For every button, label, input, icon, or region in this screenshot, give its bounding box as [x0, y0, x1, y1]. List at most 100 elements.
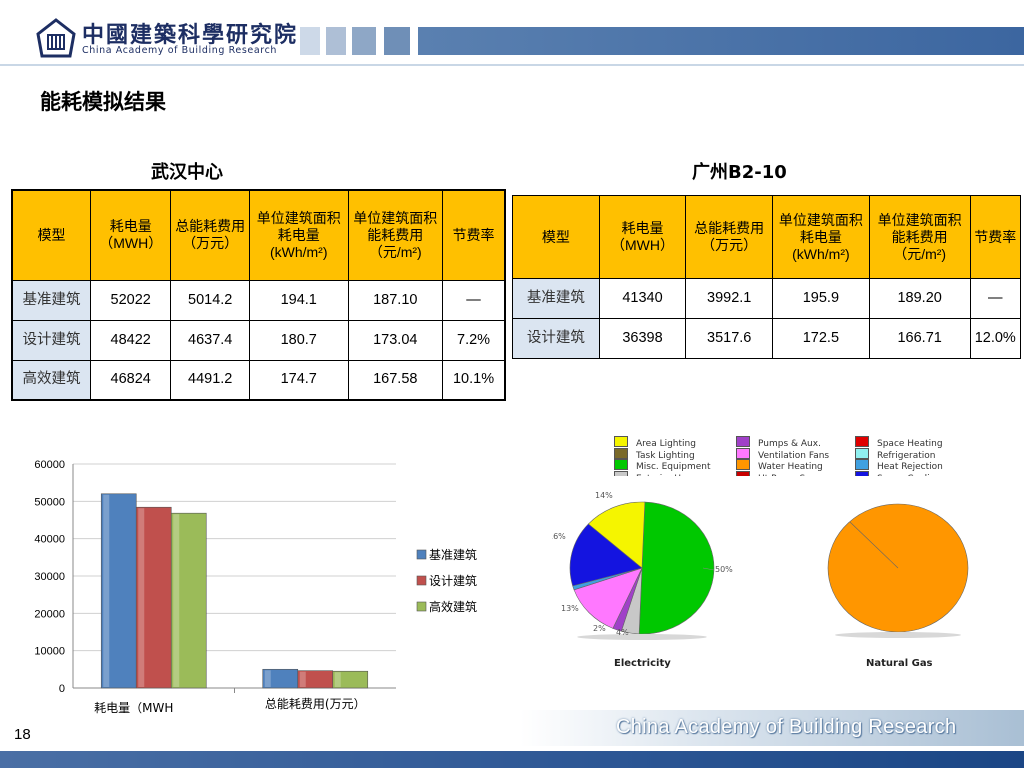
- pie-slice: [638, 501, 715, 635]
- legend-label: 基准建筑: [429, 547, 477, 562]
- header-divider: [0, 64, 1024, 66]
- cell-cost: 3517.6: [685, 318, 774, 359]
- cell-cost: 4637.4: [170, 319, 250, 361]
- pie-percent-label: 50%: [715, 565, 733, 574]
- pie-legend-item: Ventilation Fans: [736, 447, 830, 462]
- column-header: 单位建筑面积耗电量(kWh/m²): [772, 195, 870, 279]
- pie-legend-item: Heat Rejection: [855, 459, 943, 473]
- footer-org-name: China Academy of Building Research: [616, 716, 957, 738]
- column-header: 单位建筑面积能耗费用（元/m²): [347, 189, 444, 281]
- cell-saving: —: [442, 279, 506, 321]
- legend-swatch: [855, 459, 869, 470]
- legend-swatch: [614, 470, 628, 476]
- column-header: 耗电量（MWH）: [598, 195, 687, 279]
- column-header: 单位建筑面积耗电量(kWh/m²): [248, 189, 349, 281]
- legend-swatch: [855, 470, 869, 476]
- pie-legend-item: Area Lighting: [614, 436, 696, 450]
- legend-label: 设计建筑: [429, 573, 477, 588]
- bar: [135, 506, 172, 689]
- legend-swatch: [855, 447, 869, 459]
- legend-label: Ventilation Fans: [758, 450, 830, 461]
- y-tick-label: 40000: [34, 534, 65, 546]
- pie-percent-label: 4%: [616, 628, 629, 637]
- bar-highlight: [334, 672, 341, 687]
- cell-elec-per-area: 195.9: [772, 278, 870, 319]
- page-number: 18: [14, 726, 31, 743]
- bar: [100, 493, 137, 689]
- legend-label: Space Cooling: [877, 474, 941, 477]
- cell-model: 基准建筑: [512, 278, 600, 319]
- cell-cost: 4491.2: [170, 359, 250, 401]
- org-name-cn: 中國建築科學研究院: [82, 22, 299, 48]
- legend-label: 高效建筑: [429, 599, 477, 614]
- legend-swatch: [855, 436, 869, 447]
- cell-model: 高效建筑: [11, 359, 91, 401]
- pie-legend-item: Ht Pump Supp.: [736, 470, 825, 477]
- cell-cost-per-area: 173.04: [347, 319, 444, 361]
- pie-legend-item: Refrigeration: [855, 447, 936, 462]
- pie-charts: 14% 16% 50% 13% 2% 4% Electricity Natural Gas: [552, 491, 969, 669]
- legend-label: Exterior Usage: [636, 474, 702, 477]
- legend-swatch: [614, 447, 628, 459]
- pie-shadow: [577, 634, 707, 640]
- legend-label: Heat Rejection: [877, 462, 943, 472]
- pie-title-natural-gas: Natural Gas: [866, 658, 933, 669]
- cell-saving: 10.1%: [442, 359, 506, 401]
- table-caption-wuhan: 武汉中心: [151, 162, 223, 183]
- legend-swatch: [614, 436, 628, 447]
- cell-cost-per-area: 189.20: [868, 278, 971, 319]
- bar-highlight: [299, 671, 306, 687]
- legend-label: Ht Pump Supp.: [758, 474, 825, 477]
- pie-legend-item: Space Cooling: [855, 470, 941, 477]
- legend-swatch: [614, 459, 628, 470]
- org-name-en: China Academy of Building Research: [82, 45, 278, 56]
- table-caption-guangzhou: 广州B2-10: [692, 162, 787, 183]
- cell-model: 基准建筑: [11, 279, 91, 321]
- cell-elec-per-area: 174.7: [248, 359, 349, 401]
- pie-legend-item: Space Heating: [855, 436, 943, 450]
- cell-saving: 12.0%: [969, 318, 1022, 359]
- page-title: 能耗模拟结果: [40, 90, 166, 114]
- legend-swatch: [736, 436, 750, 447]
- label-leader: [702, 567, 715, 571]
- column-header: 节费率: [969, 195, 1022, 279]
- cell-model: 设计建筑: [512, 318, 600, 359]
- column-header: 总能耗费用（万元）: [170, 189, 250, 281]
- cell-electricity: 46824: [89, 359, 172, 401]
- cell-cost: 5014.2: [170, 279, 250, 321]
- y-tick-label: 30000: [34, 571, 65, 583]
- cell-elec-per-area: 194.1: [248, 279, 349, 321]
- pie-chart-panel: Area Lighting Task Lighting Misc. Equipmen…: [552, 428, 1012, 676]
- column-header: 总能耗费用（万元）: [685, 195, 774, 279]
- cell-electricity: 52022: [89, 279, 172, 321]
- cell-electricity: 41340: [598, 278, 687, 319]
- legend-swatch: [416, 575, 427, 586]
- table-row: 设计建筑 36398 3517.6 172.5 166.71 12.0%: [512, 318, 1022, 359]
- x-category-label: 耗电量（MWH: [94, 701, 173, 715]
- column-header: 单位建筑面积能耗费用（元/m²): [868, 195, 971, 279]
- legend-label: Refrigeration: [877, 450, 936, 461]
- pie-percent-label: 16%: [552, 532, 566, 541]
- column-header: 耗电量（MWH）: [89, 189, 172, 281]
- footer-band: [520, 710, 1024, 746]
- bar-highlight: [103, 494, 110, 687]
- column-header: 节费率: [442, 189, 506, 281]
- pie-legend-item: Water Heating: [736, 459, 823, 473]
- table-row: 基准建筑 41340 3992.1 195.9 189.20 —: [512, 278, 1022, 319]
- cell-cost-per-area: 167.58: [347, 359, 444, 401]
- column-header: 模型: [11, 189, 91, 281]
- cell-cost-per-area: 187.10: [347, 279, 444, 321]
- y-tick-label: 10000: [34, 646, 65, 658]
- legend-label: Space Heating: [877, 439, 943, 449]
- bar-highlight: [173, 514, 180, 687]
- pie-slice: [573, 567, 643, 629]
- pie-legend-item: Task Lighting: [614, 447, 695, 462]
- legend-swatch: [416, 601, 427, 612]
- pie-slice: [587, 501, 646, 569]
- pie-slice: [569, 523, 643, 587]
- cell-cost-per-area: 166.71: [868, 318, 971, 359]
- table-guangzhou: 模型 耗电量（MWH） 总能耗费用（万元） 单位建筑面积耗电量(kWh/m²) …: [512, 195, 1022, 359]
- cell-saving: 7.2%: [442, 319, 506, 361]
- pie-divider: [849, 521, 899, 569]
- bar-highlight: [264, 670, 271, 687]
